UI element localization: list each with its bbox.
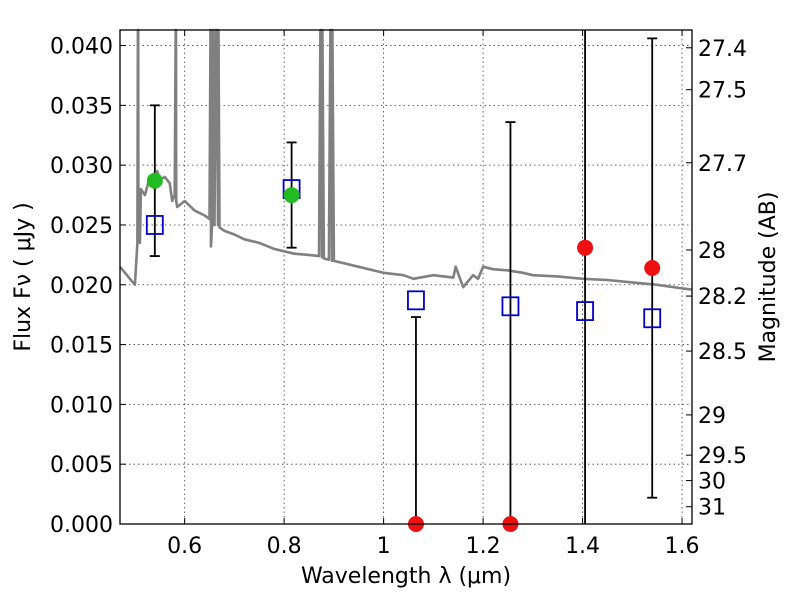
model-photometry-square	[407, 290, 425, 311]
data-markers	[145, 172, 662, 532]
observed-flux-point	[644, 260, 661, 277]
model-spectrum-layer	[119, 28, 693, 291]
y-tick-label: 0.030	[50, 154, 113, 179]
mag-tick-label: 28.5	[698, 340, 747, 365]
model-photometry-square	[501, 296, 520, 317]
y-tick-label: 0.005	[50, 453, 113, 478]
x-axis-title: Wavelength λ (μm)	[301, 564, 511, 589]
y-tick-label: 0.010	[50, 393, 113, 418]
x-tick-label: 1	[377, 534, 391, 559]
mag-tick-label: 30	[698, 470, 726, 495]
y-tick-label: 0.040	[50, 35, 113, 60]
model-photometry-square	[643, 308, 662, 329]
x-tick-label: 0.8	[267, 534, 302, 559]
mag-tick-label: 27.4	[698, 37, 747, 62]
axis-ticks: 0.6 0.8 1 1.2 1.4 1.6 0.000 0.005 0.010 0.015 0.02…	[50, 30, 747, 559]
x-tick-label: 0.6	[167, 534, 202, 559]
y-tick-label: 0.015	[50, 334, 113, 359]
mag-tick-label: 29.5	[698, 444, 747, 469]
plot-frame	[119, 29, 693, 525]
y-axis-title: Flux Fν ( μJy )	[11, 202, 36, 351]
y-tick-label: 0.000	[50, 513, 113, 538]
mag-tick-label: 28.2	[698, 285, 747, 310]
observed-flux-point	[146, 172, 163, 189]
y-axis-right-title: Magnitude (AB)	[756, 192, 781, 363]
model-photometry-square	[576, 301, 594, 321]
mag-tick-label: 29	[698, 404, 726, 429]
x-tick-label: 1.6	[665, 534, 700, 559]
x-tick-label: 1.2	[466, 534, 501, 559]
model-photometry-square	[145, 215, 164, 235]
model-spectrum-line	[119, 28, 693, 291]
y-tick-label: 0.035	[50, 94, 113, 119]
y-tick-label: 0.020	[50, 274, 113, 299]
mag-tick-label: 28	[698, 239, 726, 264]
observed-flux-point	[283, 187, 300, 204]
mag-tick-label: 27.5	[698, 79, 747, 104]
y-tick-label: 0.025	[50, 214, 113, 239]
observed-flux-point	[577, 239, 594, 256]
mag-tick-label: 31	[698, 496, 726, 521]
error-bars	[149, 30, 658, 524]
x-tick-label: 1.4	[565, 534, 600, 559]
mag-tick-label: 27.7	[698, 152, 747, 177]
